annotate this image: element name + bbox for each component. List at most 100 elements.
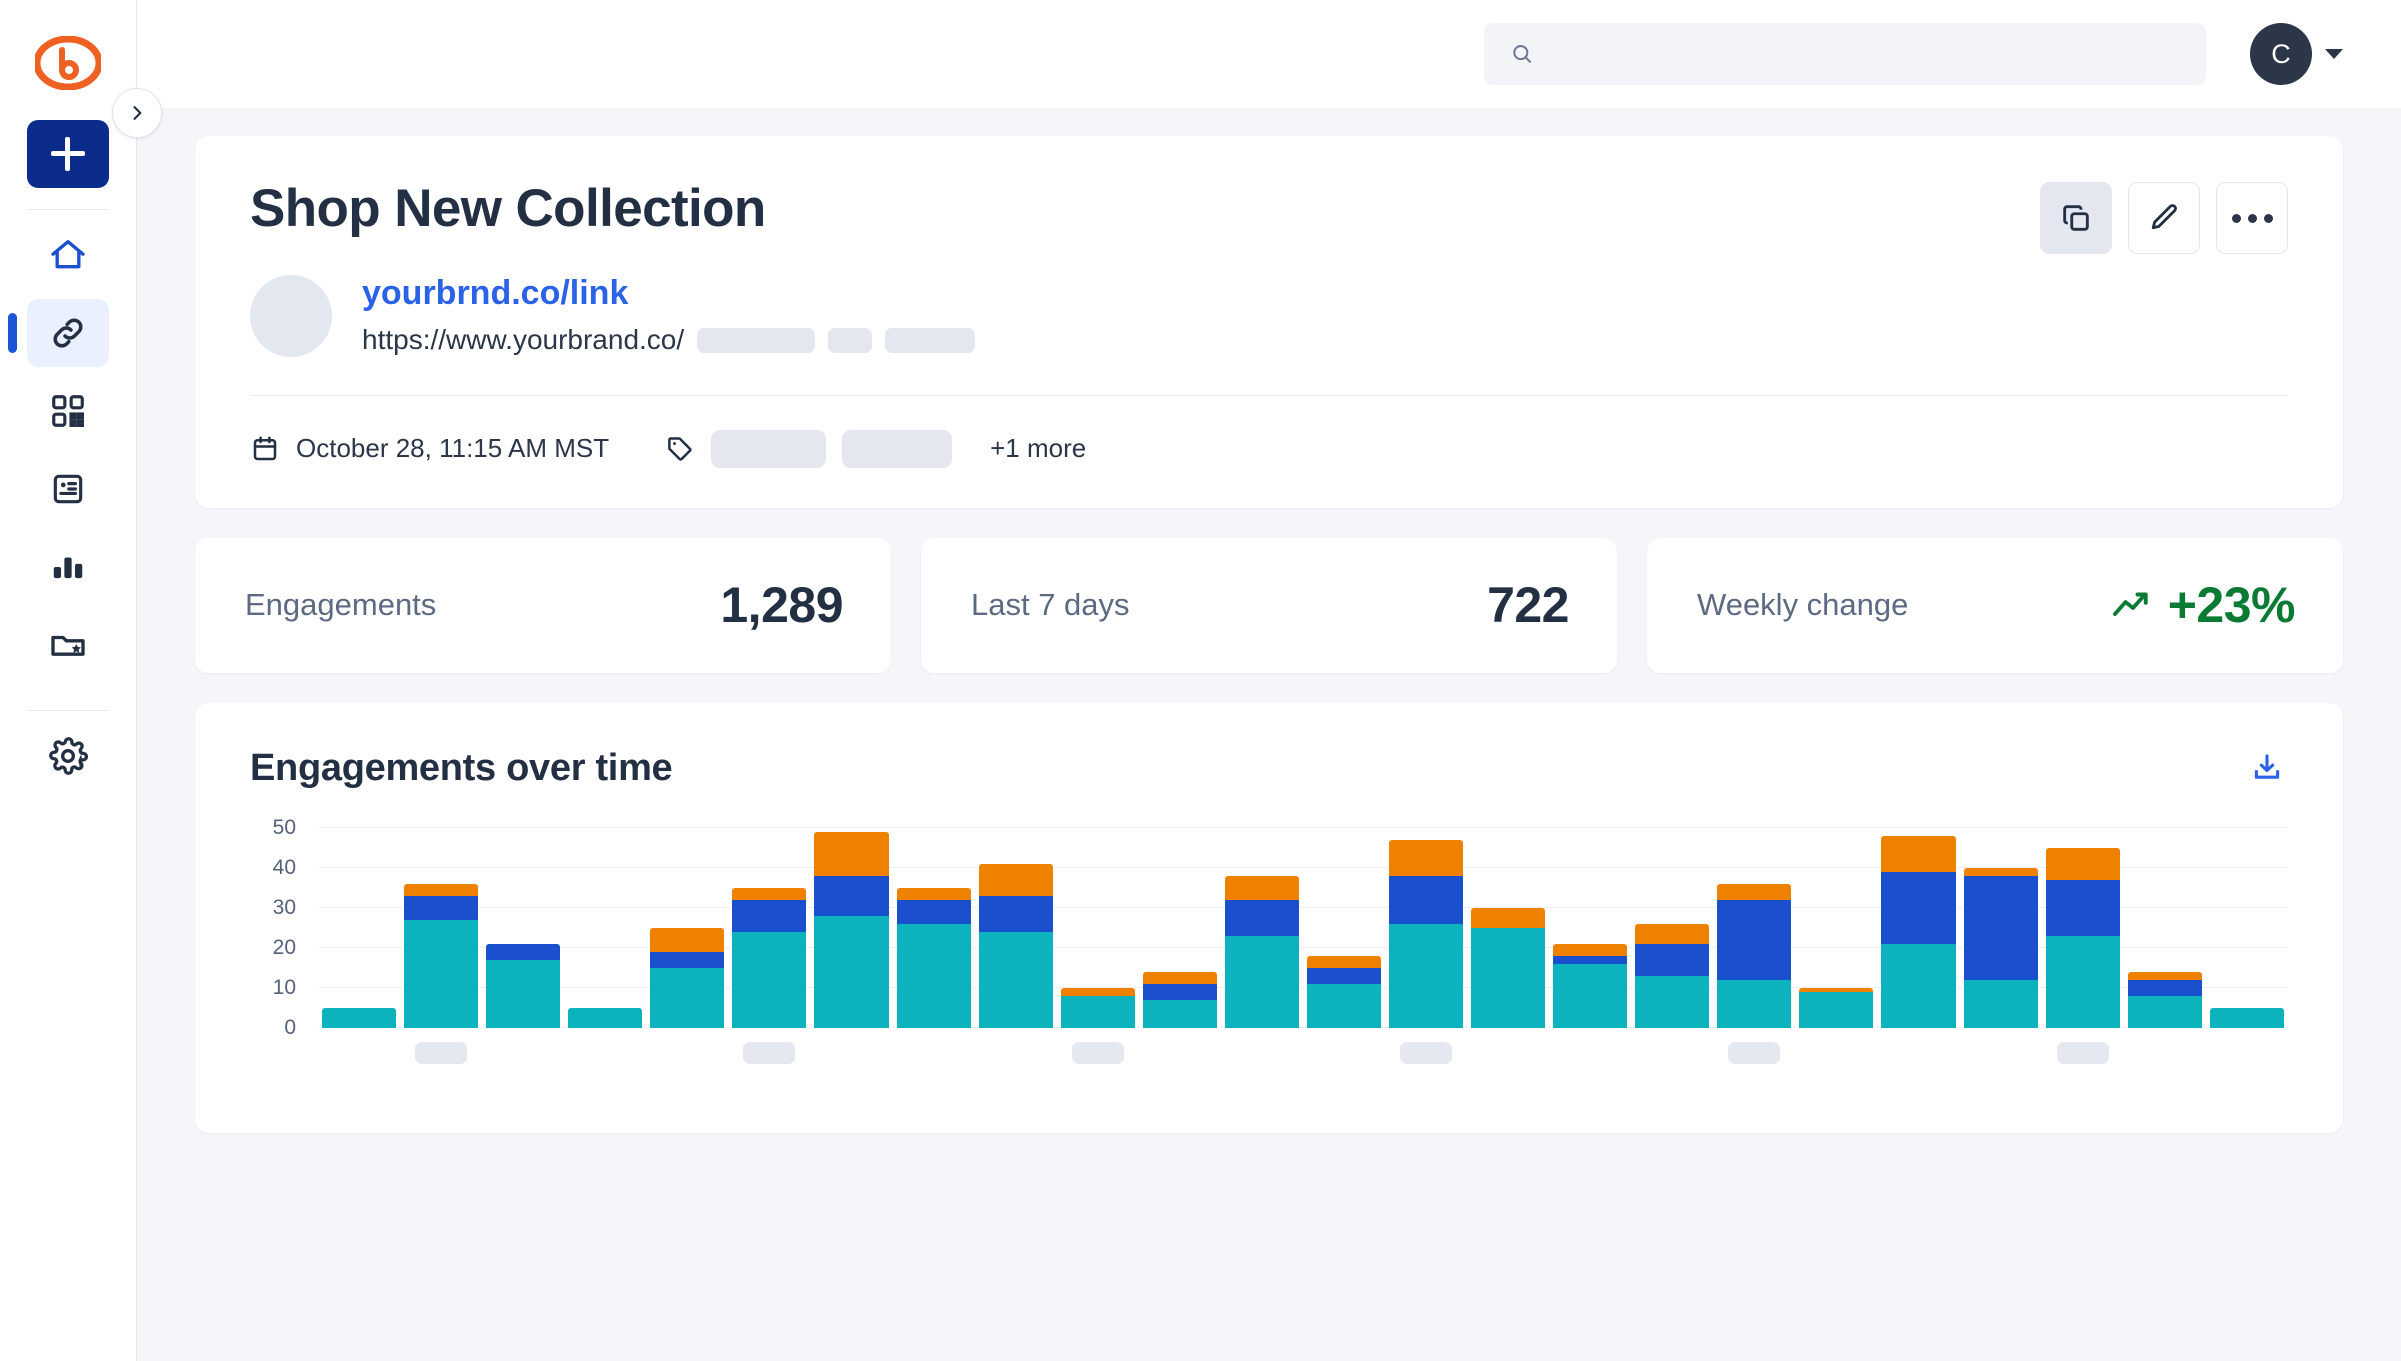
chart-bar[interactable] (810, 828, 892, 1028)
link-summary-row: yourbrnd.co/link https://www.yourbrand.c… (250, 274, 2288, 357)
chart-bar[interactable] (1057, 828, 1139, 1028)
bar-stack (1963, 867, 2038, 1028)
bar-chart-icon (53, 557, 83, 579)
sidebar-item-home[interactable] (27, 221, 109, 289)
redacted-tag (842, 429, 953, 468)
chart-bar[interactable] (1877, 828, 1959, 1028)
bitly-logo-icon (35, 36, 101, 90)
create-new-button[interactable] (27, 120, 109, 188)
bar-segment (1799, 987, 1874, 992)
bar-stack (1224, 875, 1299, 1028)
account-menu[interactable]: C (2250, 23, 2343, 85)
app-logo[interactable] (35, 30, 101, 96)
link-detail-card: Shop New Collection (195, 136, 2343, 508)
chart-bar[interactable] (975, 828, 1057, 1028)
chart-bar[interactable] (893, 828, 975, 1028)
sidebar-item-settings[interactable] (27, 722, 109, 790)
bar-segment (2045, 935, 2120, 1028)
copy-button[interactable] (2040, 182, 2112, 254)
chart-bar[interactable] (1221, 828, 1303, 1028)
chart-bar[interactable] (1713, 828, 1795, 1028)
bar-segment (1799, 991, 1874, 1028)
bar-segment (1142, 971, 1217, 984)
edit-button[interactable] (2128, 182, 2200, 254)
bar-segment (814, 875, 889, 916)
redacted-x-label (415, 1041, 468, 1064)
chevron-right-icon (133, 106, 142, 120)
y-axis-tick: 40 (272, 855, 296, 879)
more-options-button[interactable] (2216, 182, 2288, 254)
chart-bar[interactable] (400, 828, 482, 1028)
destination-url-row: https://www.yourbrand.co/ (362, 323, 976, 357)
bar-segment (568, 1007, 643, 1028)
sidebar-collapse-toggle[interactable] (112, 88, 162, 138)
chart-bar[interactable] (1467, 828, 1549, 1028)
chevron-down-icon[interactable] (2325, 49, 2343, 59)
chart-bar[interactable] (1303, 828, 1385, 1028)
chart-bar[interactable] (2206, 828, 2288, 1028)
chart-bars (318, 828, 2288, 1028)
destination-url: https://www.yourbrand.co/ (362, 324, 685, 356)
sidebar-item-analytics[interactable] (27, 533, 109, 601)
short-link[interactable]: yourbrnd.co/link (362, 274, 629, 313)
sidebar-item-pages[interactable] (27, 455, 109, 523)
bar-segment (732, 887, 807, 900)
bar-stack (1881, 835, 1956, 1028)
bar-segment (1224, 899, 1299, 936)
chart-bar[interactable] (728, 828, 810, 1028)
y-axis-tick: 30 (272, 895, 296, 919)
sidebar-item-campaigns[interactable] (27, 611, 109, 679)
chart-bar[interactable] (1385, 828, 1467, 1028)
copy-icon (2063, 205, 2089, 231)
download-chart-button[interactable] (2246, 747, 2288, 789)
chart-bar[interactable] (482, 828, 564, 1028)
bar-stack (1717, 883, 1792, 1028)
chart-bar[interactable] (1139, 828, 1221, 1028)
bar-stack (322, 1007, 397, 1028)
search-input[interactable] (1550, 42, 2180, 66)
bar-segment (1306, 967, 1382, 984)
chart-bar[interactable] (2042, 828, 2124, 1028)
bar-segment (1142, 983, 1217, 1000)
redacted-x-label (1071, 1041, 1124, 1064)
avatar[interactable]: C (2250, 23, 2312, 85)
sidebar-item-qr-codes[interactable] (27, 377, 109, 445)
chart-bar[interactable] (564, 828, 646, 1028)
bar-segment (1306, 983, 1382, 1028)
calendar-icon (253, 436, 277, 461)
chart-bar[interactable] (2124, 828, 2206, 1028)
main-region: C Shop New Collection (112, 0, 2401, 1361)
page-title: Shop New Collection (250, 179, 766, 238)
gridline (318, 1026, 2288, 1028)
content-scroll-region: Shop New Collection (137, 108, 2401, 1361)
bar-segment (978, 931, 1053, 1028)
bar-segment (486, 943, 561, 960)
engagements-chart-card: Engagements over time 0 10 20 30 40 50 (195, 702, 2343, 1133)
redacted-url-block (697, 327, 816, 353)
chart-bar[interactable] (1631, 828, 1713, 1028)
y-axis-tick: 20 (272, 935, 296, 959)
chart-bar[interactable] (318, 828, 400, 1028)
stat-value-wrap: +23% (2112, 576, 2296, 634)
bar-segment (1471, 907, 1546, 928)
bar-segment (1553, 943, 1628, 956)
sidebar-item-links[interactable] (8, 299, 109, 367)
trend-up-icon (2112, 593, 2148, 617)
chart-bar[interactable] (1549, 828, 1631, 1028)
chart-bar[interactable] (646, 828, 728, 1028)
chart-bar[interactable] (1960, 828, 2042, 1028)
bar-segment (1635, 943, 1710, 976)
search-box[interactable] (1484, 23, 2206, 85)
folder-star-icon (51, 635, 85, 656)
bar-segment (1717, 979, 1792, 1028)
chart-bar[interactable] (1795, 828, 1877, 1028)
bar-segment (1553, 963, 1628, 1028)
bar-segment (1963, 979, 2038, 1028)
more-tags-label[interactable]: +1 more (990, 433, 1087, 464)
download-icon (2254, 754, 2280, 779)
created-date: October 28, 11:15 AM MST (250, 433, 609, 464)
gridline (318, 986, 2288, 988)
bar-segment (404, 883, 479, 896)
y-axis-tick: 10 (272, 975, 296, 999)
link-chain-icon (53, 318, 83, 348)
